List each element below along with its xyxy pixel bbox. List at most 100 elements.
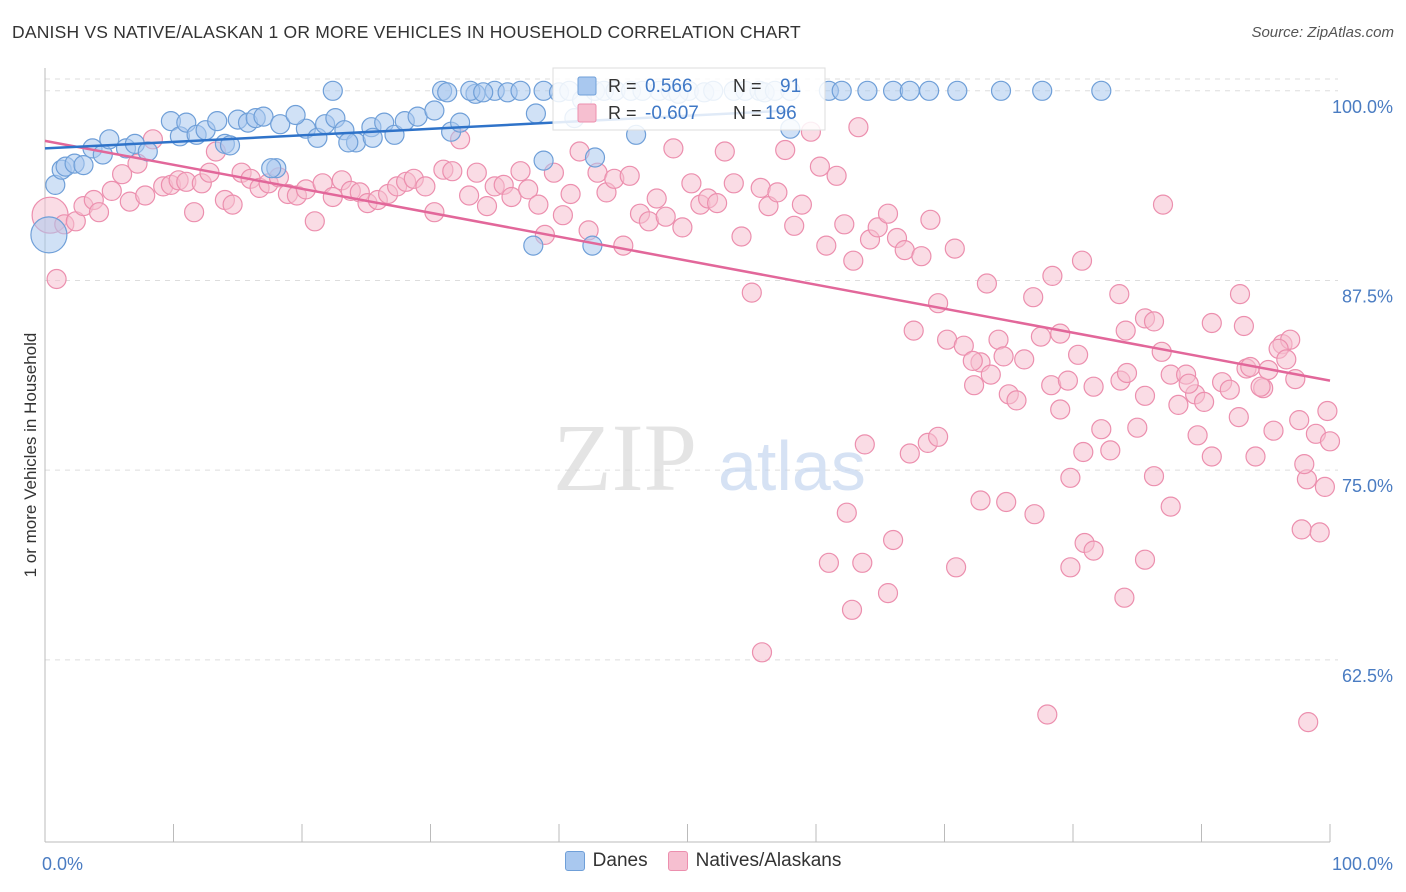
data-point	[816, 235, 837, 256]
data-point	[953, 335, 974, 356]
data-point	[1060, 557, 1081, 578]
data-point	[1073, 441, 1094, 463]
data-point	[510, 161, 531, 182]
data-point	[1091, 419, 1112, 440]
data-point	[1263, 420, 1284, 441]
data-point	[681, 173, 702, 194]
stats-natives-n-value: 196	[765, 103, 797, 124]
data-point	[101, 180, 122, 201]
data-point	[525, 103, 547, 124]
data-point	[831, 80, 852, 101]
data-point	[1187, 425, 1208, 446]
data-point	[877, 582, 899, 604]
watermark-zip: ZIP	[553, 404, 697, 511]
data-point	[944, 238, 965, 259]
legend-label-danes: Danes	[592, 850, 648, 871]
legend-item-natives[interactable]: Natives/Alaskans	[667, 850, 842, 872]
data-point	[1057, 370, 1079, 391]
data-point	[528, 194, 549, 215]
data-point	[1201, 312, 1222, 334]
stats-danes-swatch	[577, 76, 597, 96]
data-point	[882, 529, 904, 551]
data-point	[1319, 431, 1341, 452]
stats-natives-n-label: N =	[733, 103, 762, 123]
data-point	[1024, 504, 1045, 525]
data-point	[899, 443, 920, 464]
data-point	[848, 117, 869, 138]
data-point	[1060, 467, 1081, 488]
data-point	[322, 80, 343, 101]
data-point	[613, 235, 634, 256]
data-point	[1151, 341, 1172, 362]
data-point	[920, 209, 941, 230]
data-point	[1193, 391, 1215, 412]
chart-source: Source: ZipAtlas.com	[1251, 24, 1394, 41]
data-point	[1152, 194, 1174, 215]
stats-natives-r-label: R =	[608, 103, 637, 123]
data-point	[437, 82, 458, 103]
data-point	[655, 206, 676, 227]
y-tick-label: 100.0%	[1332, 97, 1393, 117]
y-tick-label: 87.5%	[1342, 286, 1393, 306]
data-point	[1134, 549, 1156, 570]
data-point	[834, 214, 855, 235]
data-point	[1114, 587, 1135, 608]
data-point	[741, 282, 762, 303]
data-point	[560, 183, 581, 205]
data-point	[877, 203, 899, 224]
data-point	[1309, 522, 1330, 543]
data-point	[1023, 287, 1044, 308]
legend-label-natives: Natives/Alaskans	[695, 850, 842, 871]
data-point	[442, 161, 463, 182]
stats-danes-n-value: 91	[780, 76, 801, 97]
data-point	[30, 216, 68, 254]
x-tick-label-min: 0.0%	[42, 854, 83, 874]
data-point	[980, 364, 1001, 385]
data-point	[501, 186, 522, 208]
data-point	[1032, 80, 1053, 101]
data-point	[784, 215, 805, 236]
data-point	[867, 217, 888, 238]
data-point	[990, 80, 1012, 101]
data-point	[450, 112, 471, 133]
data-point	[663, 138, 684, 159]
data-point	[111, 164, 133, 185]
data-point	[775, 139, 796, 161]
data-point	[1100, 440, 1121, 461]
data-point	[1233, 315, 1255, 337]
data-point	[638, 211, 660, 232]
data-point	[424, 100, 445, 121]
data-point	[1109, 284, 1130, 305]
data-point	[751, 642, 773, 663]
data-point	[767, 182, 788, 203]
data-point	[1050, 399, 1071, 420]
legend-item-danes[interactable]: Danes	[564, 850, 648, 872]
data-point	[826, 165, 847, 186]
data-point	[584, 147, 606, 168]
stats-danes-r-label: R =	[608, 76, 637, 96]
data-point	[854, 434, 875, 455]
data-point	[1042, 265, 1063, 286]
data-point	[304, 211, 325, 232]
legend-swatch-danes	[564, 851, 585, 871]
data-point	[1298, 711, 1319, 733]
data-point	[899, 80, 920, 101]
data-point	[415, 176, 436, 197]
chart-title: DANISH VS NATIVE/ALASKAN 1 OR MORE VEHIC…	[12, 22, 801, 42]
data-point	[843, 250, 864, 271]
data-point	[1143, 466, 1165, 487]
stats-legend: R = 0.566 N = 91 R = -0.607 N = 196	[552, 67, 826, 131]
stats-danes-r-value: 0.566	[645, 76, 693, 97]
data-point	[947, 80, 968, 101]
data-point	[903, 320, 924, 341]
data-point	[852, 552, 873, 573]
data-point	[46, 268, 67, 290]
data-point	[466, 162, 487, 183]
data-point	[88, 202, 110, 223]
data-point	[1116, 362, 1138, 384]
data-point	[791, 194, 813, 215]
data-point	[1041, 375, 1062, 396]
data-point	[510, 80, 531, 101]
data-point	[723, 173, 744, 194]
